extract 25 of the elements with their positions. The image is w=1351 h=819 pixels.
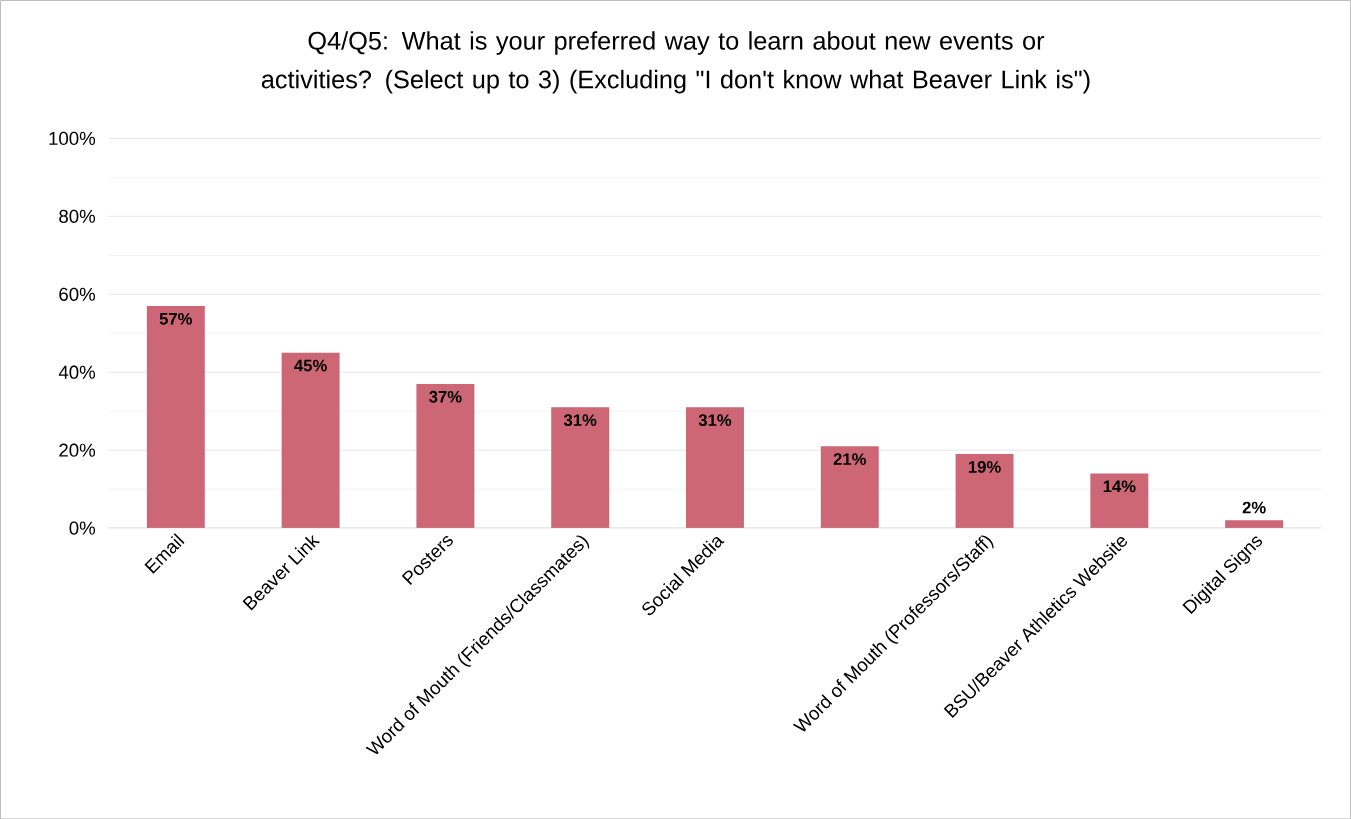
data-label: 37%: [429, 390, 462, 403]
bar: [146, 305, 205, 528]
data-label: 31%: [698, 414, 732, 426]
data-label: 57%: [159, 312, 193, 325]
chart-title: Q4/Q5: What is your preferred way to learn about new events or activities? (Select up to 3) (Excluding "I don't know what Beaver Link is"): [261, 31, 1090, 94]
y-tick-label: 0%: [69, 521, 96, 535]
data-label: 2%: [1242, 501, 1266, 514]
data-label: 45%: [294, 359, 327, 372]
y-tick-label: 60%: [59, 287, 96, 301]
bar: [1225, 520, 1284, 528]
bar: [955, 453, 1014, 528]
bar: [820, 446, 879, 528]
y-tick-label: 80%: [59, 209, 96, 223]
data-label: 19%: [968, 460, 1001, 473]
data-label: 31%: [563, 414, 597, 426]
data-label: 14%: [1103, 480, 1136, 493]
y-tick-label: 100%: [49, 131, 96, 145]
y-tick-label: 20%: [59, 443, 96, 457]
bar: [281, 352, 340, 528]
bar: [686, 407, 744, 528]
bar: [416, 383, 475, 528]
bar: [1090, 473, 1149, 528]
y-tick-label: 40%: [58, 365, 96, 379]
bar: [551, 407, 610, 528]
data-label: 21%: [833, 453, 866, 465]
